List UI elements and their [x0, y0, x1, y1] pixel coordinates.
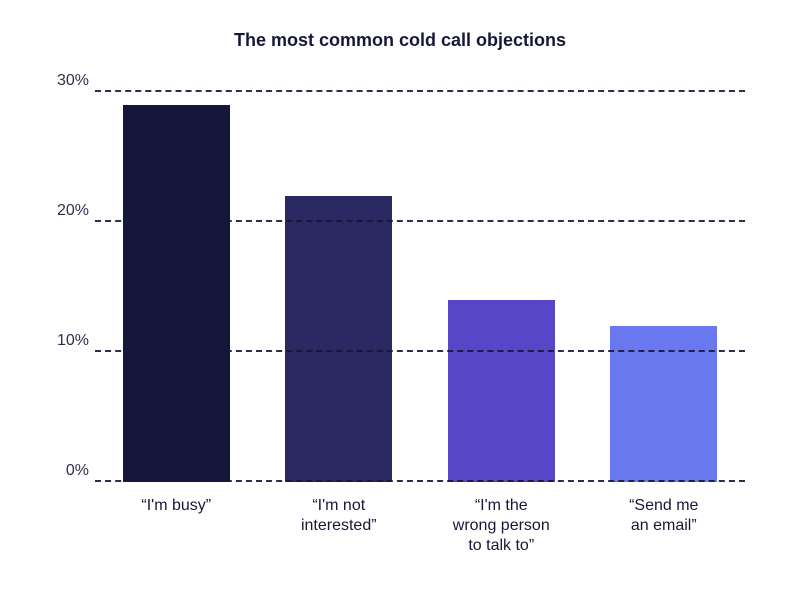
gridline: 30%: [95, 90, 745, 92]
gridline: 0%: [95, 480, 745, 482]
gridline: 20%: [95, 220, 745, 222]
xaxis-label: “Send me an email”: [589, 482, 739, 536]
ytick-label: 0%: [66, 462, 95, 480]
bar: “I'm the wrong person to talk to”: [448, 300, 555, 482]
xaxis-label: “I'm not interested”: [264, 482, 414, 536]
xaxis-label: “I'm the wrong person to talk to”: [426, 482, 576, 556]
ytick-label: 10%: [57, 332, 95, 350]
bars-layer: “I'm busy” “I'm not interested” “I'm the w…: [95, 92, 745, 482]
ytick-label: 30%: [57, 72, 95, 90]
ytick-label: 20%: [57, 202, 95, 220]
chart-title: The most common cold call objections: [0, 30, 800, 51]
chart-container: The most common cold call objections “I'…: [0, 0, 800, 610]
xaxis-label: “I'm busy”: [101, 482, 251, 516]
plot-area: “I'm busy” “I'm not interested” “I'm the w…: [95, 92, 745, 482]
gridline: 10%: [95, 350, 745, 352]
bar: “I'm busy”: [123, 105, 230, 482]
bar: “I'm not interested”: [285, 196, 392, 482]
